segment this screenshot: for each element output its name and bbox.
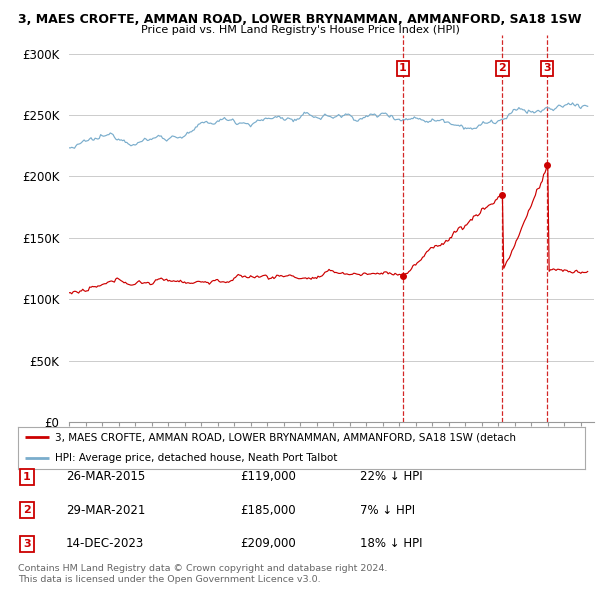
Text: 7% ↓ HPI: 7% ↓ HPI [360, 504, 415, 517]
Text: 3: 3 [23, 539, 31, 549]
Text: £209,000: £209,000 [240, 537, 296, 550]
Text: 1: 1 [399, 63, 407, 73]
Text: 3, MAES CROFTE, AMMAN ROAD, LOWER BRYNAMMAN, AMMANFORD, SA18 1SW: 3, MAES CROFTE, AMMAN ROAD, LOWER BRYNAM… [18, 13, 582, 26]
Text: 2: 2 [23, 506, 31, 515]
Text: 3: 3 [544, 63, 551, 73]
Text: £119,000: £119,000 [240, 470, 296, 483]
Text: 29-MAR-2021: 29-MAR-2021 [66, 504, 145, 517]
Text: 18% ↓ HPI: 18% ↓ HPI [360, 537, 422, 550]
Text: Price paid vs. HM Land Registry's House Price Index (HPI): Price paid vs. HM Land Registry's House … [140, 25, 460, 35]
Text: 26-MAR-2015: 26-MAR-2015 [66, 470, 145, 483]
Text: 3, MAES CROFTE, AMMAN ROAD, LOWER BRYNAMMAN, AMMANFORD, SA18 1SW (detach: 3, MAES CROFTE, AMMAN ROAD, LOWER BRYNAM… [55, 432, 516, 442]
Text: Contains HM Land Registry data © Crown copyright and database right 2024.: Contains HM Land Registry data © Crown c… [18, 565, 388, 573]
Text: £185,000: £185,000 [240, 504, 296, 517]
Text: 22% ↓ HPI: 22% ↓ HPI [360, 470, 422, 483]
Text: This data is licensed under the Open Government Licence v3.0.: This data is licensed under the Open Gov… [18, 575, 320, 584]
Text: 1: 1 [23, 472, 31, 481]
Text: HPI: Average price, detached house, Neath Port Talbot: HPI: Average price, detached house, Neat… [55, 454, 337, 463]
Text: 14-DEC-2023: 14-DEC-2023 [66, 537, 144, 550]
Text: 2: 2 [499, 63, 506, 73]
